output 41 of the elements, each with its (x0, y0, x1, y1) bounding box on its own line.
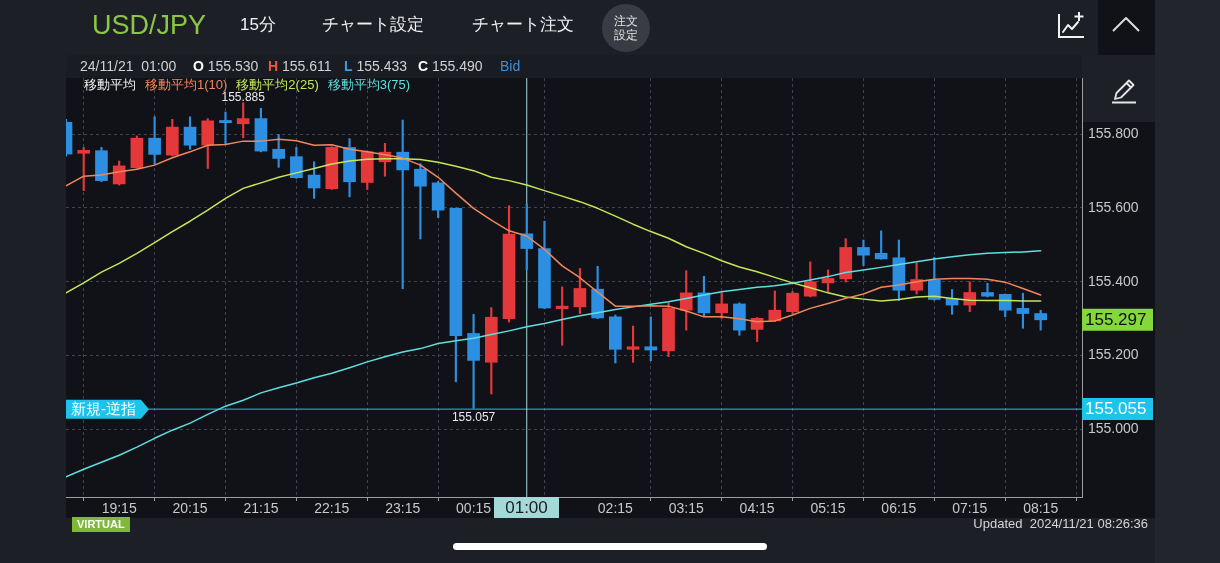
x-tick-label: 20:15 (172, 500, 208, 517)
candlestick (219, 111, 232, 145)
text: チャート注文 (472, 15, 574, 36)
x-tick-label: 02:15 (597, 500, 634, 517)
text: H 155.611 (268, 58, 332, 74)
x-tick-label: 23:15 (385, 500, 421, 517)
candlestick (857, 239, 870, 266)
annotation: 155.057 (451, 409, 496, 424)
text: L 155.433 (344, 58, 408, 74)
chart-subtitle: 15分 (240, 15, 276, 36)
x-tick-label: 04:15 (739, 500, 775, 517)
x-tick-label: 19:15 (101, 500, 137, 517)
text: Bid (500, 58, 521, 75)
circle-button: 注文設定 (602, 4, 650, 52)
x-tick-label: 05:15 (810, 500, 846, 517)
y-tick-label: 155.800 (1088, 124, 1139, 141)
legend-title: 移動平均 (84, 77, 136, 92)
text: 01:00 (494, 497, 559, 518)
text: チャート設定 (322, 15, 424, 36)
x-tick-label: 03:15 (668, 500, 704, 517)
y-tick-label: 155.000 (1088, 420, 1139, 437)
chart-title: USD/JPY (92, 9, 207, 42)
text: 155.055 (1082, 398, 1153, 421)
text: VIRTUAL (72, 517, 130, 532)
x-tick-label: 07:15 (952, 500, 988, 517)
text: C 155.490 (418, 58, 483, 74)
ref-line-label: 新規-逆指 (71, 400, 136, 418)
x-tick-label: 00:15 (456, 500, 492, 517)
x-tick-label: 06:15 (881, 500, 917, 517)
y-tick-label: 155.200 (1088, 346, 1139, 363)
text: 24/11/21 01:00 (80, 58, 177, 75)
y-tick-label: 155.600 (1088, 198, 1139, 215)
text: O 155.530 (193, 58, 259, 74)
x-tick-label: 22:15 (314, 500, 350, 517)
text: 移動平均3(75) (327, 77, 411, 92)
y-tick-label: 155.400 (1088, 272, 1139, 289)
annotation: 155.297 (1085, 310, 1147, 330)
x-tick-label: 21:15 (243, 500, 279, 517)
text: Updated 2024/11/21 08:26:36 (973, 516, 1148, 532)
x-tick-label: 08:15 (1023, 500, 1059, 517)
text: 移動平均2(25) (236, 77, 319, 92)
